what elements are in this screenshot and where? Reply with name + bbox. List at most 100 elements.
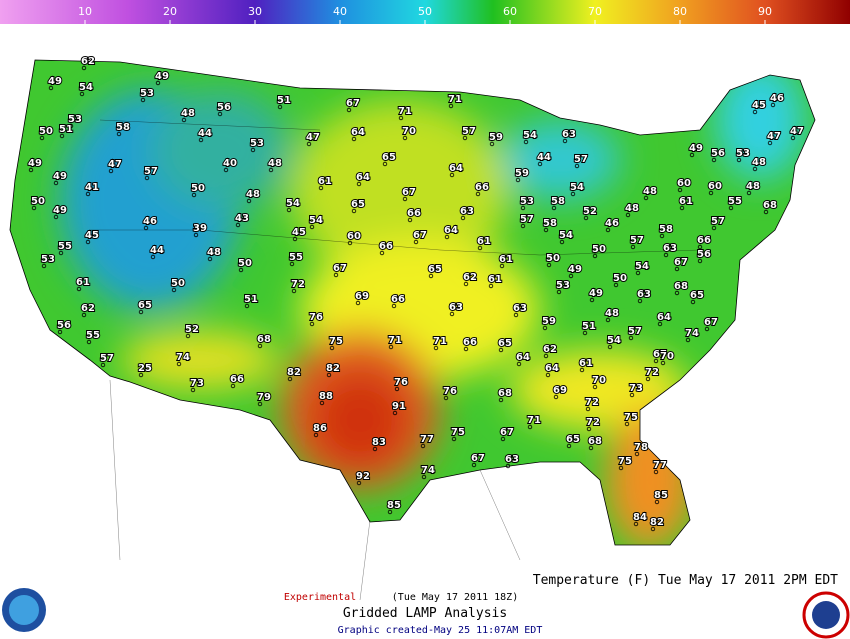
colorbar-label: 80 (673, 5, 687, 18)
station-dot (155, 80, 161, 86)
station-temperature: 55 (86, 330, 100, 341)
station-temperature: 71 (448, 94, 462, 105)
station-temperature: 65 (351, 199, 365, 210)
station-dot (86, 339, 92, 345)
station-temperature: 57 (462, 126, 476, 137)
station-dot (579, 367, 585, 373)
station-temperature: 74 (685, 328, 699, 339)
station-temperature: 51 (582, 321, 596, 332)
station-temperature: 47 (108, 159, 122, 170)
station-dot (515, 177, 521, 183)
station-dot (659, 233, 665, 239)
station-temperature: 63 (449, 302, 463, 313)
station-dot (79, 91, 85, 97)
station-dot (689, 152, 695, 158)
colorbar-label: 90 (758, 5, 772, 18)
station-dot (235, 222, 241, 228)
station-temperature: 68 (498, 388, 512, 399)
station-temperature: 56 (57, 320, 71, 331)
station-temperature: 66 (475, 182, 489, 193)
station-temperature: 76 (394, 377, 408, 388)
station-temperature: 66 (379, 241, 393, 252)
station-dot (449, 172, 455, 178)
station-dot (674, 266, 680, 272)
station-temperature: 61 (499, 254, 513, 265)
station-dot (736, 157, 742, 163)
station-temperature: 48 (605, 308, 619, 319)
station-temperature: 77 (420, 434, 434, 445)
station-dot (193, 232, 199, 238)
station-dot (607, 344, 613, 350)
station-dot (185, 333, 191, 339)
station-dot (505, 463, 511, 469)
station-dot (250, 147, 256, 153)
station-temperature: 67 (333, 263, 347, 274)
station-temperature: 85 (387, 500, 401, 511)
station-dot (589, 297, 595, 303)
station-temperature: 53 (520, 196, 534, 207)
station-temperature: 51 (244, 294, 258, 305)
temperature-field (10, 60, 815, 545)
station-temperature: 64 (444, 225, 458, 236)
station-dot (657, 321, 663, 327)
station-temperature: 44 (537, 152, 551, 163)
boundaries (90, 119, 701, 601)
station-temperature: 54 (559, 230, 573, 241)
station-dot (605, 317, 611, 323)
station-temperature: 48 (268, 158, 282, 169)
station-temperature: 53 (140, 88, 154, 99)
map-title: Temperature (F) Tue May 17 2011 2PM EDT (533, 573, 838, 588)
station-dot (85, 239, 91, 245)
station-dot (711, 157, 717, 163)
station-temperature: 57 (100, 353, 114, 364)
station-temperature: 60 (347, 231, 361, 242)
station-temperature: 63 (637, 289, 651, 300)
station-temperature: 64 (545, 363, 559, 374)
station-temperature: 63 (663, 243, 677, 254)
station-dot (637, 298, 643, 304)
station-dot (583, 215, 589, 221)
station-dot (116, 131, 122, 137)
station-temperature: 39 (193, 223, 207, 234)
station-temperature: 46 (770, 93, 784, 104)
colorbar-label: 40 (333, 5, 347, 18)
station-dot (471, 462, 477, 468)
station-dot (53, 180, 59, 186)
station-dot (633, 521, 639, 527)
station-dot (566, 443, 572, 449)
station-temperature: 75 (624, 412, 638, 423)
station-dot (171, 287, 177, 293)
station-dot (246, 198, 252, 204)
station-temperature: 65 (690, 290, 704, 301)
station-dot (613, 282, 619, 288)
station-dot (460, 215, 466, 221)
station-dot (752, 166, 758, 172)
station-dot (244, 303, 250, 309)
station-dot (372, 446, 378, 452)
station-temperature: 59 (489, 132, 503, 143)
station-dot (629, 392, 635, 398)
station-temperature: 57 (711, 216, 725, 227)
station-dot (217, 111, 223, 117)
station-temperature: 64 (657, 312, 671, 323)
station-temperature: 50 (171, 278, 185, 289)
experimental-label: Experimental (284, 592, 356, 603)
station-temperature: 67 (346, 98, 360, 109)
station-dot (394, 386, 400, 392)
station-temperature: 57 (520, 214, 534, 225)
station-temperature: 53 (736, 148, 750, 159)
station-temperature: 50 (191, 183, 205, 194)
station-temperature: 66 (407, 208, 421, 219)
station-temperature: 57 (144, 166, 158, 177)
station-dot (690, 299, 696, 305)
station-temperature: 44 (198, 128, 212, 139)
station-temperature: 58 (116, 122, 130, 133)
station-dot (685, 337, 691, 343)
station-dot (542, 325, 548, 331)
station-dot (287, 376, 293, 382)
station-dot (592, 253, 598, 259)
colorbar-label: 70 (588, 5, 602, 18)
station-temperature: 71 (398, 106, 412, 117)
station-temperature: 60 (708, 181, 722, 192)
